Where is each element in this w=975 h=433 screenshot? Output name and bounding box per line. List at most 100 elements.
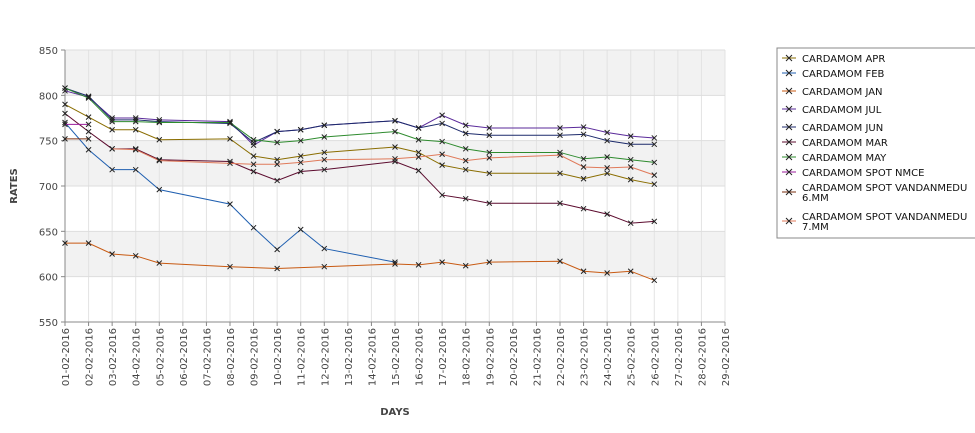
data-point	[392, 117, 398, 124]
legend-label: 6.MM	[802, 193, 829, 204]
data-point	[462, 145, 469, 152]
data-point	[85, 146, 92, 153]
data-point	[651, 172, 658, 178]
legend-label: CARDAMOM JUL	[802, 105, 882, 116]
data-point	[227, 201, 233, 207]
data-point	[627, 141, 634, 148]
data-point	[580, 155, 587, 162]
data-point	[557, 170, 563, 177]
legend-label: CARDAMOM MAY	[802, 153, 887, 164]
data-point	[321, 263, 328, 270]
data-point	[604, 211, 610, 217]
legend-item: CARDAMOM JUL	[782, 105, 882, 116]
legend-marker	[785, 168, 793, 176]
data-point	[109, 118, 115, 125]
data-point	[486, 132, 493, 139]
data-point	[109, 251, 115, 257]
data-point	[439, 162, 445, 169]
legend-label: CARDAMOM FEB	[802, 69, 885, 80]
series	[62, 85, 658, 148]
x-tick-label: 02-02-2016	[85, 328, 96, 386]
data-point	[156, 156, 163, 163]
data-point	[462, 122, 469, 129]
x-tick-label: 29-02-2016	[721, 328, 732, 386]
data-point	[62, 240, 68, 246]
data-point	[415, 262, 422, 268]
x-tick-label: 22-02-2016	[556, 328, 567, 386]
data-point	[486, 170, 493, 177]
y-tick-label: 650	[39, 227, 58, 238]
y-axis-ticks: 550 600 650 700 750 800 850	[39, 46, 65, 329]
data-point	[557, 125, 563, 131]
data-point	[486, 259, 493, 266]
data-point	[604, 165, 610, 171]
data-point	[439, 120, 445, 127]
data-point	[604, 270, 610, 276]
legend-box	[776, 47, 975, 239]
legend-item: CARDAMOM MAY	[782, 153, 887, 164]
series-line	[64, 87, 655, 163]
data-point	[439, 192, 445, 198]
series-line	[64, 103, 655, 185]
data-point	[132, 252, 139, 259]
x-tick-label: 15-02-2016	[391, 328, 402, 386]
data-point	[321, 166, 328, 173]
legend-label: CARDAMOM APR	[802, 54, 885, 65]
x-tick-label: 11-02-2016	[297, 328, 308, 386]
x-tick-label: 09-02-2016	[250, 328, 261, 386]
data-point	[297, 226, 304, 233]
data-point	[274, 161, 280, 168]
x-tick-label: 06-02-2016	[179, 328, 190, 386]
data-point	[557, 152, 563, 159]
data-point	[627, 268, 634, 275]
data-point	[392, 144, 398, 150]
data-point	[297, 159, 304, 166]
data-point	[274, 265, 280, 272]
gridlines	[64, 49, 726, 323]
data-point	[85, 93, 92, 100]
data-point	[227, 119, 233, 126]
data-point	[321, 149, 328, 156]
data-point	[604, 154, 610, 160]
data-point	[132, 146, 139, 153]
data-point	[62, 110, 68, 117]
legend-marker	[785, 138, 793, 146]
x-tick-label: 05-02-2016	[155, 328, 166, 386]
data-point	[85, 128, 92, 135]
y-tick-label: 750	[39, 137, 58, 148]
x-tick-label: 21-02-2016	[532, 328, 543, 386]
data-point	[580, 124, 587, 130]
data-point	[486, 155, 493, 161]
data-point	[109, 145, 115, 152]
x-axis-title: DAYS	[380, 407, 410, 418]
data-point	[439, 138, 445, 145]
data-point	[227, 120, 233, 127]
data-point	[580, 131, 587, 138]
data-point	[62, 101, 68, 108]
data-point	[109, 126, 115, 133]
legend-marker	[785, 153, 793, 161]
data-point	[85, 114, 92, 120]
y-tick-label: 800	[39, 91, 58, 102]
data-point	[321, 156, 328, 163]
x-tick-label: 12-02-2016	[320, 328, 331, 386]
data-point	[227, 263, 233, 270]
series	[62, 121, 92, 128]
x-tick-label: 25-02-2016	[627, 328, 638, 386]
y-tick-label: 550	[39, 318, 58, 329]
data-point	[250, 153, 257, 159]
data-point	[604, 129, 610, 136]
legend-label: CARDAMOM JUN	[802, 123, 883, 134]
data-point	[486, 125, 493, 131]
data-point	[156, 186, 163, 193]
x-tick-label: 18-02-2016	[462, 328, 473, 386]
data-point	[580, 268, 587, 275]
legend-item: CARDAMOM JUN	[782, 123, 883, 134]
legend-label: 7.MM	[802, 222, 829, 233]
x-tick-label: 10-02-2016	[273, 328, 284, 386]
data-point	[85, 240, 92, 246]
data-point	[557, 258, 563, 265]
